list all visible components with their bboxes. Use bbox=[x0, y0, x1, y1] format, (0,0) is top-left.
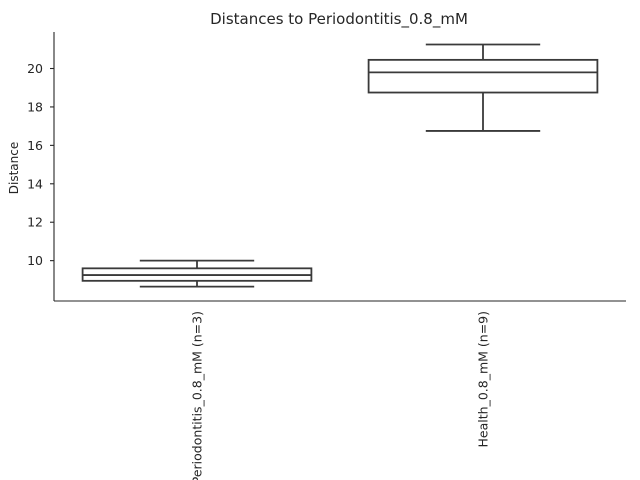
y-tick-label: 14 bbox=[27, 176, 43, 191]
box bbox=[367, 58, 599, 94]
y-axis-label: Distance bbox=[7, 142, 21, 194]
y-tick-label: 20 bbox=[27, 61, 43, 76]
y-tick-label: 18 bbox=[27, 99, 43, 114]
y-tick-label: 12 bbox=[27, 215, 43, 230]
y-tick-label: 16 bbox=[27, 138, 43, 153]
chart-title: Distances to Periodontitis_0.8_mM bbox=[210, 10, 468, 29]
x-tick-label: Health_0.8_mM (n=9) bbox=[476, 311, 491, 447]
plot-area: 10 12 14 16 18 20 Periodontitis_0.8_mM (n=3) He… bbox=[27, 43, 599, 480]
x-tick-label: Periodontitis_0.8_mM (n=3) bbox=[190, 311, 205, 480]
y-tick-label: 10 bbox=[27, 253, 43, 268]
